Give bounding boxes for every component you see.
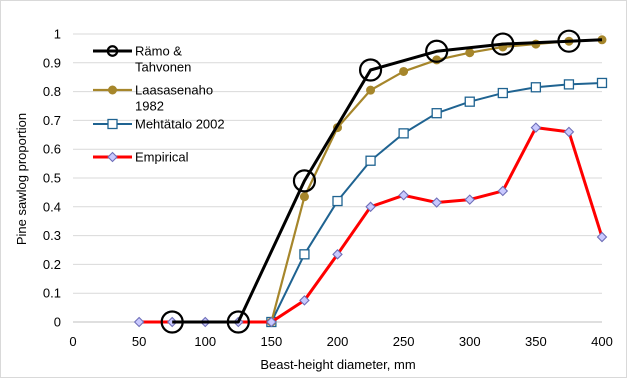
gridlines (73, 33, 602, 294)
data-point-marker (107, 151, 118, 163)
data-point-marker (398, 128, 409, 139)
legend-item: Mehtätalo 2002 (93, 117, 225, 132)
y-tick-label: 0 (54, 315, 61, 330)
data-point-marker (530, 122, 542, 133)
data-point-marker (358, 58, 383, 82)
legend-label: 1982 (135, 99, 164, 114)
data-point-marker (292, 169, 317, 193)
data-point-marker (299, 192, 309, 202)
data-point-marker (596, 77, 608, 89)
series-line (172, 38, 603, 324)
axes: 0 0.1 0.2 0.3 0.4 0.5 0.6 0.7 0.8 0.9 1 0 50 100 150 20… (43, 27, 613, 350)
data-point-marker (596, 231, 608, 243)
data-point-marker (557, 29, 581, 53)
x-axis-title: Beast-height diameter, mm (260, 357, 415, 372)
x-tick-label: 150 (261, 334, 283, 349)
data-point-marker (332, 195, 343, 207)
legend-label: Tahvonen (135, 60, 191, 75)
x-tick-label: 100 (194, 334, 216, 349)
legend-item: Empirical (93, 150, 189, 165)
x-tick-label: 300 (459, 334, 481, 349)
x-tick-label: 50 (132, 334, 146, 349)
data-point-marker (398, 190, 409, 201)
data-point-marker (464, 96, 475, 107)
legend-label: Empirical (135, 150, 189, 165)
series-0 (160, 29, 603, 334)
data-point-marker (107, 118, 118, 130)
data-point-marker (465, 48, 475, 58)
data-point-marker (226, 310, 250, 334)
x-tick-label: 350 (525, 334, 547, 349)
legend-label: Mehtätalo 2002 (135, 117, 225, 132)
data-point-marker (497, 87, 508, 99)
x-tick-label: 0 (69, 334, 76, 349)
y-tick-label: 0.1 (43, 286, 61, 301)
y-tick-label: 0.5 (43, 171, 61, 186)
series-3 (133, 122, 608, 328)
data-point-marker (497, 185, 509, 197)
legend-item: Rämo &Tahvonen (93, 44, 191, 75)
data-point-marker (530, 82, 542, 93)
x-tick-label: 250 (393, 334, 415, 349)
y-axis-title: Pine sawlog proportion (14, 113, 29, 245)
data-point-marker (299, 249, 310, 260)
data-point-marker (106, 45, 119, 57)
data-point-marker (299, 295, 310, 306)
y-tick-label: 1 (54, 27, 61, 42)
data-point-marker (431, 197, 442, 208)
data-point-marker (365, 155, 376, 166)
y-tick-label: 0.7 (43, 113, 61, 128)
x-tick-label: 200 (327, 334, 349, 349)
y-tick-label: 0.9 (43, 55, 61, 70)
x-tick-label: 400 (591, 334, 613, 349)
data-point-marker (108, 85, 117, 95)
legend-label: Laasasenaho (135, 83, 213, 98)
data-point-marker (365, 201, 376, 213)
data-point-marker (563, 126, 575, 138)
data-point-marker (464, 194, 476, 205)
data-point-marker (491, 32, 515, 56)
data-point-marker (160, 310, 184, 334)
y-tick-label: 0.3 (43, 228, 61, 243)
data-point-marker (425, 39, 449, 63)
data-point-marker (266, 316, 277, 328)
data-point-marker (366, 85, 376, 95)
y-tick-label: 0.8 (43, 84, 61, 99)
data-point-marker (431, 108, 442, 119)
data-point-marker (332, 249, 343, 260)
data-point-marker (133, 316, 145, 328)
y-tick-label: 0.6 (43, 142, 61, 157)
y-tick-label: 0.4 (43, 199, 61, 214)
series-group (133, 29, 608, 334)
data-point-marker (563, 79, 575, 90)
y-tick-label: 0.2 (43, 257, 61, 272)
data-point-marker (399, 66, 409, 76)
legend-label: Rämo & (135, 44, 182, 59)
